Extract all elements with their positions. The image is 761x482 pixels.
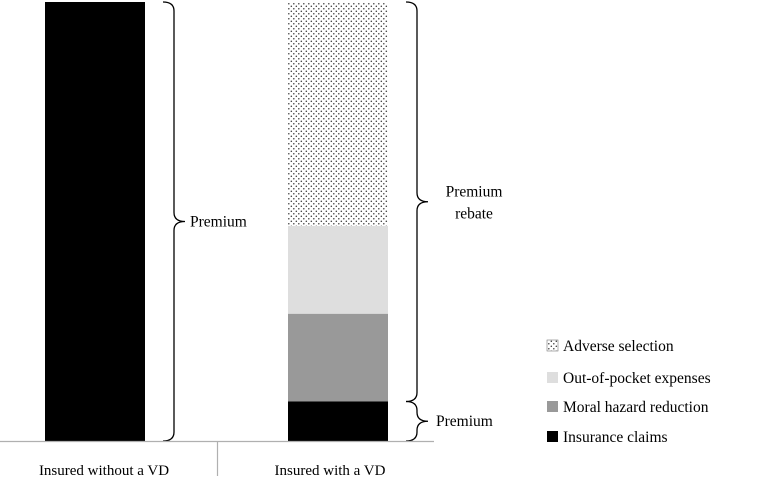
legend: Adverse selection Out-of-pocket expenses M… — [546, 338, 711, 446]
bar-segment-moral-hazard-reduction-2 — [288, 313, 388, 402]
legend-label-out-of-pocket-expenses: Out-of-pocket expenses — [563, 370, 711, 387]
legend-label-adverse-selection: Adverse selection — [563, 338, 674, 355]
legend-swatch-insurance-claims — [547, 431, 558, 442]
brace-label-3: Premium — [436, 413, 493, 430]
legend-label-moral-hazard-reduction: Moral hazard reduction — [563, 399, 709, 416]
legend-swatch-adverse-selection — [546, 339, 559, 352]
bar-segment-adverse-selection-2 — [288, 2, 388, 226]
brace-label-1: Premium — [190, 214, 247, 231]
legend-item-out-of-pocket-expenses: Out-of-pocket expenses — [547, 370, 711, 387]
legend-label-insurance-claims: Insurance claims — [563, 429, 668, 446]
brace-1 — [162, 1, 186, 442]
brace-3 — [405, 400, 429, 442]
bar-segment-out-of-pocket-expenses-2 — [288, 225, 388, 314]
legend-swatch-out-of-pocket-expenses — [547, 372, 558, 383]
bar-segment-insurance-claims-1 — [45, 2, 145, 441]
brace-2 — [405, 1, 429, 403]
bar-segment-insurance-claims-2 — [288, 401, 388, 441]
legend-swatch-moral-hazard-reduction — [547, 401, 558, 412]
brace-label-2: Premium rebate — [446, 184, 503, 223]
legend-item-moral-hazard-reduction: Moral hazard reduction — [547, 399, 709, 416]
bars-layer — [45, 2, 388, 441]
legend-item-adverse-selection: Adverse selection — [546, 338, 674, 355]
category-label-2: Insured with a VD — [275, 463, 386, 479]
category-label-1: Insured without a VD — [39, 463, 169, 479]
brace-annotations: Premium Premium rebate Premium — [162, 1, 503, 442]
x-axis: Insured without a VD Insured with a VD — [0, 440, 434, 479]
legend-item-insurance-claims: Insurance claims — [547, 429, 668, 446]
